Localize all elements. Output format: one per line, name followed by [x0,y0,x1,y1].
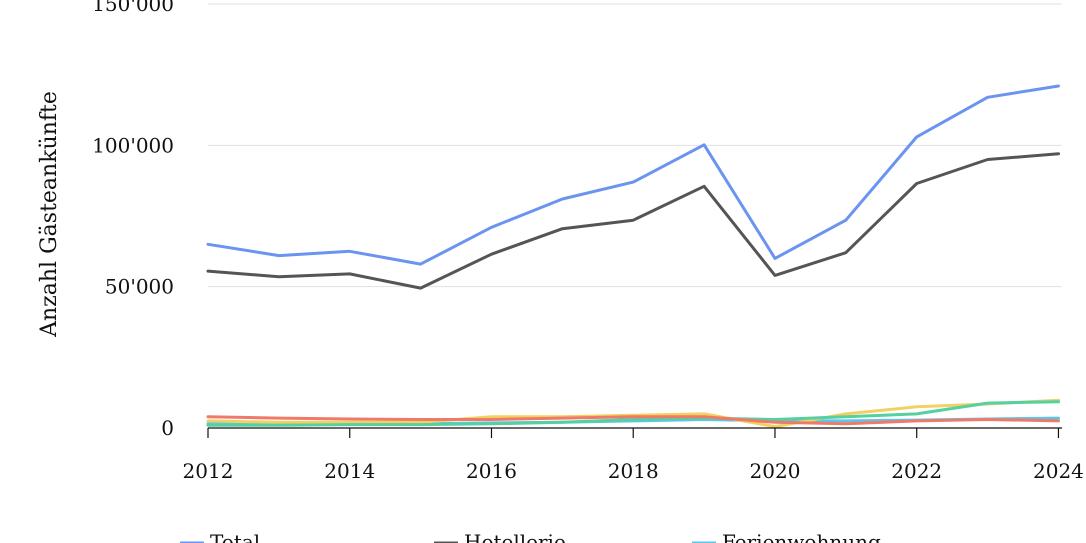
x-tick-label: 2022 [891,459,942,483]
x-tick-label: 2024 [1033,459,1084,483]
y-axis-ticks: 0 50'000 100'000 150'000 [92,0,174,440]
series-lines [206,84,1060,429]
series-line-4 [206,400,1060,427]
x-tick-label: 2014 [324,459,375,483]
x-tick-label: 2020 [750,459,801,483]
series-line-5 [206,415,1060,426]
y-axis-label: Anzahl Gästeankünfte [37,91,62,338]
legend-label: Ferienwohnung [722,530,881,543]
series-line-1 [206,152,1060,290]
y-tick-label: 0 [161,416,174,440]
series-line-3 [206,398,1060,429]
grid-lines [208,3,1062,288]
x-tick-label: 2016 [466,459,517,483]
y-tick-label: 50'000 [105,275,174,299]
legend-label: Total [210,530,260,543]
x-tick-label: 2018 [608,459,659,483]
x-tick-label: 2012 [183,459,234,483]
x-axis-ticks: 2012 2014 2016 2018 2020 2022 2024 [183,428,1084,483]
y-tick-label: 100'000 [92,133,174,157]
y-tick-label: 150'000 [92,0,174,16]
series-line-0 [206,84,1060,266]
legend-label: Hotellerie [464,530,566,543]
legend: Total Hotellerie Ferienwohnung [180,530,881,543]
